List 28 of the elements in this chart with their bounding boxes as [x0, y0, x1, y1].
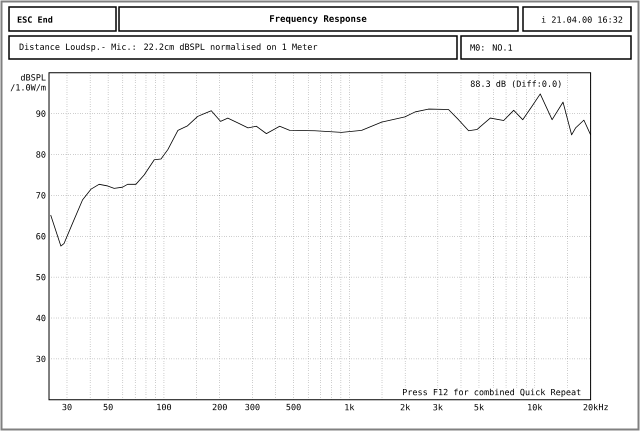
y-tick-label: 70 — [36, 192, 46, 199]
y-tick-label: 50 — [36, 274, 46, 280]
x-tick-label: 1k — [345, 404, 354, 410]
y-tick-label: 80 — [36, 151, 46, 158]
x-tick-label: 2k — [400, 404, 410, 410]
annotation: Press F12 for combined Quick Repeat — [402, 388, 580, 397]
x-tick-label: 200 — [212, 404, 227, 410]
y-tick-label: 90 — [36, 110, 46, 117]
x-tick-label: 3k — [433, 404, 443, 410]
x-tick-label: 20k — [584, 404, 598, 410]
x-tick-label: 100 — [157, 404, 172, 410]
y-tick-label: 40 — [36, 314, 46, 322]
y-axis-title: dBSPL /1.0W/m — [10, 74, 46, 92]
x-axis-title: Hz — [598, 404, 608, 410]
x-tick-label: 500 — [286, 404, 301, 410]
text: M0: NO.1 — [470, 44, 512, 51]
x-tick-label: 30 — [62, 404, 72, 410]
text: i 21.04.00 16:32 — [542, 16, 622, 23]
x-tick-label: 10k — [528, 404, 542, 410]
chart-title: Frequency Response — [270, 15, 366, 24]
y-tick-label: 60 — [36, 233, 46, 240]
x-tick-label: 300 — [245, 404, 260, 410]
chart-subtitle: Distance Loudsp.- Mic.: 22.2cm dBSPL normalised on 1 Meter — [20, 43, 318, 52]
y-tick-label: 30 — [36, 356, 46, 362]
annotation: 88.3 dB (Diff:0.0) — [470, 80, 561, 88]
text: ESC End — [18, 16, 52, 23]
x-tick-label: 50 — [104, 404, 113, 410]
x-tick-label: 5k — [474, 404, 484, 410]
